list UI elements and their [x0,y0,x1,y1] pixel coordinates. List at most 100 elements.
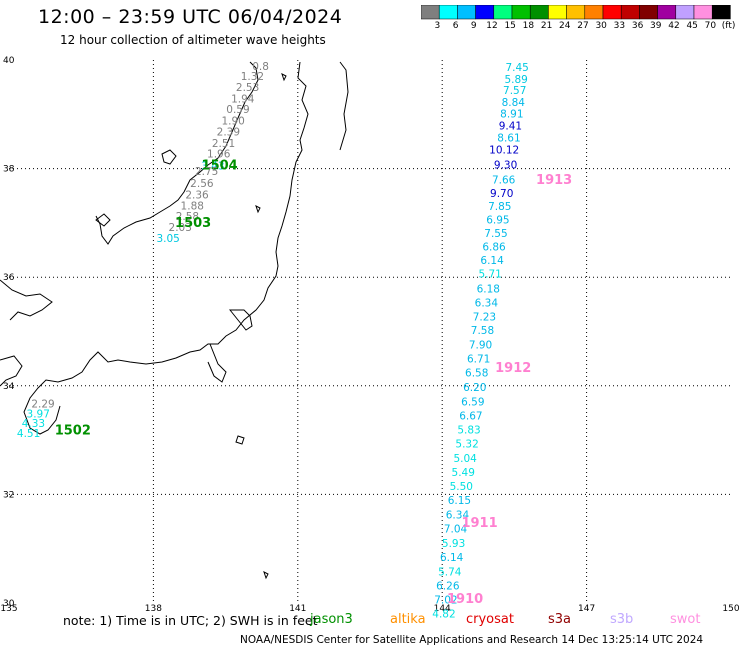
track-1910: 5.74 6.26 7.02 4.82 1910 [432,566,483,620]
color-label-2: 9 [470,21,477,31]
color-scale-labels: 3 6 9 12 15 18 21 24 27 30 33 36 39 42 45 70 (ft) [421,21,740,35]
swh-value-1504-8: 1.96 [207,149,231,161]
swh-value-1912-0: 7.55 [484,228,507,240]
lon-tick-144: 144 [434,604,451,614]
swh-value-1913-4: 8.91 [500,109,523,121]
swh-value-1503-6: 3.05 [156,233,179,245]
swh-value-1912-6: 7.23 [473,312,496,324]
color-label-8: 27 [577,21,589,31]
swh-value-1503-1: 2.56 [190,178,214,190]
track-label-1910: 1910 [447,592,483,607]
lat-tick-32: 32 [3,490,14,500]
color-label-9: 30 [595,21,607,31]
coastline-island-6 [281,73,287,82]
track-label-1912: 1912 [495,361,531,376]
lat-tick-34: 34 [3,382,15,392]
swh-value-1504-5: 1.90 [221,116,244,128]
swh-value-1911-10: 5.93 [442,538,465,550]
swh-value-1912-10: 6.58 [465,368,488,380]
lon-tick-147: 147 [578,604,595,614]
legend-jason3: jason3 [310,612,353,627]
color-label-6: 21 [540,21,553,31]
track-label-1911: 1911 [461,516,497,531]
lon-tick-138: 138 [145,604,162,614]
swh-value-1911-7: 6.15 [448,495,471,507]
track-1502: 2.293.974.334.51 1502 [17,399,91,440]
swh-value-1913-10: 9.70 [490,188,513,200]
coastline [0,61,349,580]
coastline-northeast [339,61,349,151]
note-text: note: 1) Time is in UTC; 2) SWH is in fe… [63,613,318,628]
page-title: 12:00 – 23:59 UTC 06/04/2024 [38,6,343,28]
coastline-island-1 [161,149,177,165]
track-1503: 2.752.562.361.882.582.033.05 1503 [156,166,218,245]
coastline-peninsula [207,343,227,383]
coastline-island-3 [235,435,245,445]
swh-value-1911-6: 5.50 [450,481,473,493]
swh-value-1504-3: 1.94 [231,93,255,105]
swh-value-1504-1: 1.32 [241,71,264,83]
swh-value-1911-2: 5.83 [457,425,480,437]
footer-credit: NOAA/NESDIS Center for Satellite Applica… [240,634,704,646]
lat-lon-grid [9,60,731,603]
swh-value-1911-11: 6.14 [440,552,464,564]
coastline-island-2 [95,213,111,227]
swh-value-1502-2: 4.33 [22,418,45,430]
swh-value-1912-8: 7.90 [469,339,492,351]
swh-value-1911-3: 5.32 [455,439,478,451]
swh-value-1912-2: 6.14 [480,255,504,267]
lat-tick-30: 30 [3,599,15,609]
swh-value-1910-3: 4.82 [432,609,455,621]
swh-value-1502-3: 4.51 [17,428,40,440]
color-label-13: 42 [668,21,680,31]
coastline-island-4 [263,571,269,580]
track-label-1503: 1503 [175,216,211,231]
legend-swot: swot [670,612,701,627]
swh-value-1912-11: 6.20 [463,382,486,394]
swh-value-1913-3: 8.84 [502,97,526,109]
swh-value-1913-7: 10.12 [489,144,519,156]
swh-value-1912-7: 7.58 [471,325,494,337]
color-scale-bar [421,5,731,20]
swh-value-1913-9: 7.66 [492,174,516,186]
swh-value-1911-4: 5.04 [453,453,477,465]
swh-value-1912-5: 6.34 [475,298,499,310]
swh-value-1503-2: 2.36 [185,189,209,201]
track-1912: 7.55 6.866.14 5.71 6.18 6.34 7.237.58 7.90 6.71… [463,228,531,394]
track-1911: 6.59 6.67 5.83 5.32 5.04 5.49 5.50 6.15 6.34 7.04… [440,396,498,564]
swh-value-1913-0: 7.45 [505,62,528,74]
color-label-14: 45 [686,21,698,31]
color-label-7: 24 [559,21,571,31]
legend-altika: altika [390,612,426,627]
swh-value-1913-11: 7.85 [488,201,511,213]
swh-value-1911-1: 6.67 [459,410,482,422]
swh-value-1912-9: 6.71 [467,353,490,365]
page-subtitle: 12 hour collection of altimeter wave hei… [60,33,326,47]
color-label-1: 6 [452,21,459,31]
coastline-bay [228,309,253,331]
color-label-12: 39 [650,21,662,31]
color-label-16: (ft) [721,21,736,31]
track-1504: 0.81.322.531.940.591.902.392.511.963.431… [201,61,269,174]
axis-tick-labels: 135 138 141 144 147 150 40 38 36 34 32 30 [0,56,739,614]
swh-value-1504-2: 2.53 [236,82,259,94]
color-label-4: 15 [504,21,516,31]
lon-tick-150: 150 [722,604,739,614]
lat-tick-40: 40 [3,56,15,66]
coastline-west-2 [0,279,53,321]
legend-s3b: s3b [610,612,634,627]
legend-cryosat: cryosat [466,612,514,627]
lat-tick-36: 36 [3,273,15,283]
swh-value-1503-0: 2.75 [195,166,218,178]
swh-value-1503-5: 2.03 [169,222,192,234]
swh-value-1502-1: 3.97 [27,408,50,420]
swh-value-1504-6: 2.39 [217,126,240,138]
coastline-island-5 [255,205,261,214]
legend-s3a: s3a [548,612,572,627]
color-label-11: 36 [631,21,644,31]
swh-value-1913-2: 7.57 [503,85,526,97]
color-label-15: 70 [704,21,717,31]
lon-tick-135: 135 [0,604,17,614]
